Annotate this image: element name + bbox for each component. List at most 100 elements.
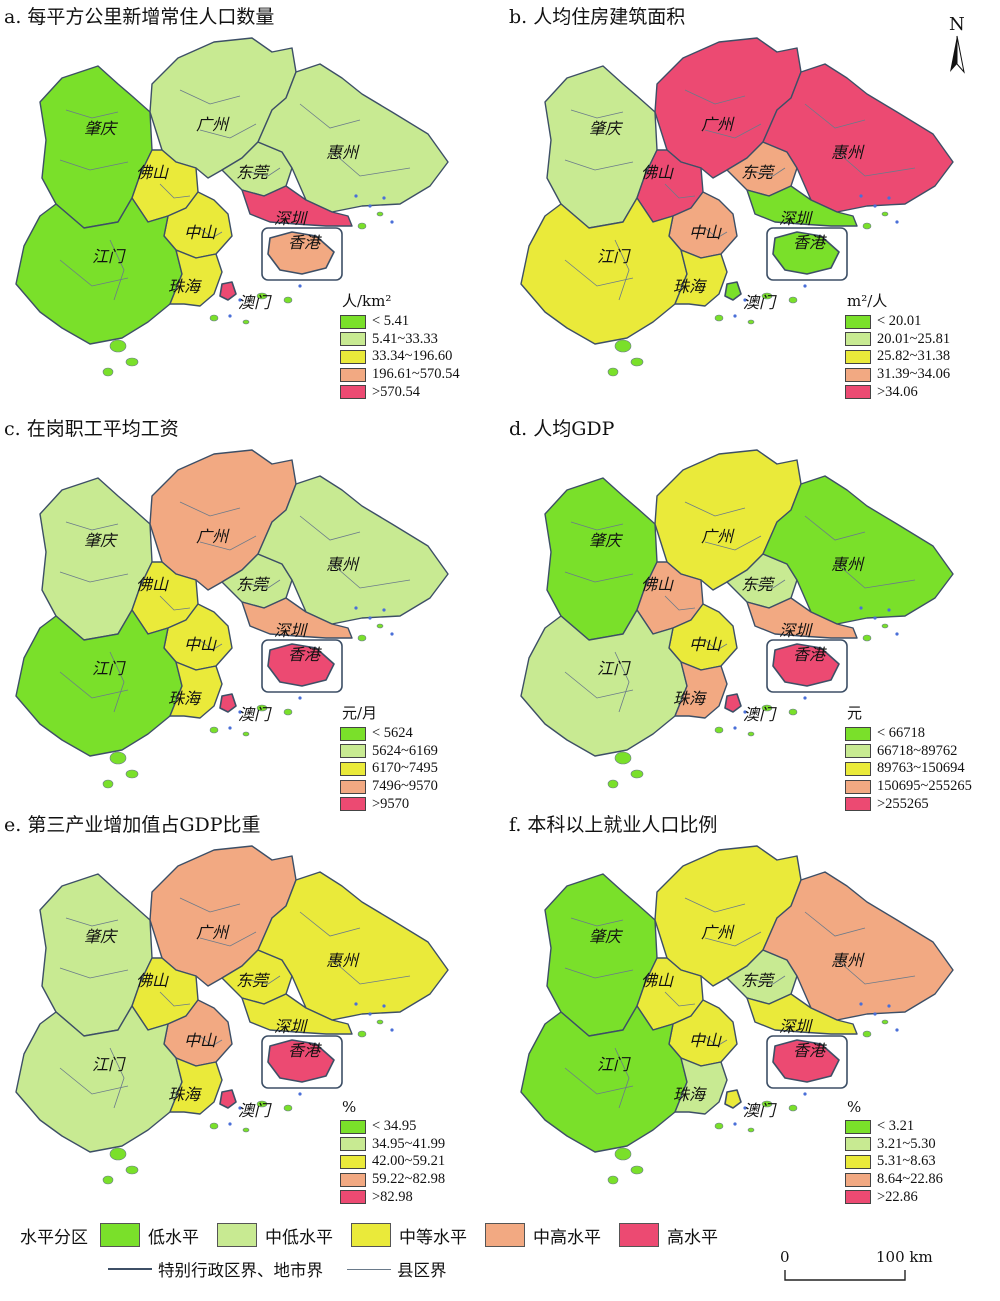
water-dot [354, 1002, 358, 1006]
bottom-legend: 水平分区 低水平 中低水平 中等水平 中高水平 高水平 特别行政区界、地市界 [20, 1220, 990, 1290]
county-line [65, 521, 119, 531]
legend-label: 5.41~33.33 [372, 330, 438, 347]
legend-swatch [340, 1154, 366, 1169]
water-dot [895, 632, 899, 636]
island [714, 1122, 724, 1130]
island [125, 769, 139, 779]
county-line [179, 897, 241, 913]
legend-row: 5.41~33.33 [340, 331, 460, 349]
county-line [59, 259, 129, 287]
legend-label: 34.95~41.99 [372, 1135, 446, 1152]
county-line [199, 227, 223, 239]
county-line [249, 975, 281, 985]
legend-swatch [340, 1172, 366, 1187]
island [881, 623, 889, 629]
county-line [684, 89, 746, 105]
water-dot [382, 1004, 386, 1008]
county-line [704, 639, 728, 651]
island [614, 751, 632, 765]
city-label: 肇庆 [84, 119, 119, 138]
county-line [804, 103, 866, 129]
water-dot [895, 220, 899, 224]
city-label: 中山 [184, 223, 217, 242]
major-boundary-label: 特别行政区界、地市界 [158, 1261, 323, 1280]
island [630, 769, 644, 779]
region-huizhou [257, 475, 449, 625]
island [209, 1122, 219, 1130]
legend-row: < 20.01 [845, 313, 950, 331]
legend-unit: 元 [847, 704, 863, 722]
water-dot [743, 710, 747, 714]
level-item-high: 高水平 [619, 1223, 718, 1248]
level-item-mid: 中等水平 [351, 1223, 467, 1248]
scale-end-label: 100 km [876, 1248, 933, 1266]
county-line [65, 917, 119, 927]
city-label: 惠州 [831, 143, 865, 162]
island [242, 1127, 250, 1133]
legend-label: >570.54 [372, 383, 421, 400]
county-line [754, 579, 786, 589]
map-panel-d: 肇庆 广州 佛山 东莞 惠州 深圳 中山 江门 香港 珠海 澳门 d. 人均GDP 元 < 66718 66… [505, 412, 995, 812]
legend-row: >570.54 [340, 383, 460, 401]
county-line [684, 897, 746, 913]
county-line [704, 227, 728, 239]
county-line [704, 931, 762, 947]
region-huizhou [762, 63, 954, 213]
county-line [249, 167, 281, 177]
county-line [59, 159, 129, 171]
city-label: 澳门 [743, 1101, 777, 1120]
legend-row: 89763~150694 [845, 760, 972, 778]
region-shenzhen [241, 597, 353, 639]
county-line [65, 109, 119, 119]
city-label: 中山 [689, 1031, 722, 1050]
city-label: 肇庆 [84, 927, 119, 946]
map-panel-b: 肇庆 广州 佛山 东莞 惠州 深圳 中山 江门 香港 珠海 澳门 b. 人均住房建筑面积 m²/人 < 2… [505, 0, 995, 400]
city-label: 东莞 [741, 163, 776, 182]
legend-label: 196.61~570.54 [372, 366, 460, 383]
water-dot [298, 1092, 302, 1096]
city-label: 中山 [689, 635, 722, 654]
county-line [664, 595, 696, 611]
region-zhuhai [674, 249, 728, 307]
county-line [199, 535, 257, 551]
city-label: 珠海 [168, 689, 202, 708]
region-jiangmen [520, 197, 688, 345]
city-label: 珠海 [673, 1085, 707, 1104]
legend-swatch [845, 744, 871, 759]
water-dot [354, 194, 358, 198]
county-boundary-legend: 县区界 [347, 1257, 447, 1281]
legend-label: 20.01~25.81 [877, 330, 951, 347]
legend-label: >22.86 [877, 1188, 918, 1205]
water-dot [390, 220, 394, 224]
island [242, 731, 250, 737]
county-line [570, 917, 624, 927]
water-dot [298, 284, 302, 288]
legend-unit: 人/km² [342, 292, 392, 310]
county-line [804, 911, 866, 937]
legend-swatch [845, 1172, 871, 1187]
county-line [109, 651, 125, 713]
county-line [564, 571, 634, 583]
panel-title: e. 第三产业增加值占GDP比重 [4, 814, 261, 836]
water-dot [368, 204, 372, 208]
island [747, 319, 755, 325]
legend-swatch [845, 1154, 871, 1169]
water-dot [228, 314, 232, 318]
island [862, 634, 872, 642]
legend-row: 3.21~5.30 [845, 1136, 943, 1154]
island [747, 731, 755, 737]
city-label: 深圳 [779, 1017, 813, 1036]
legend-swatch [845, 1190, 871, 1205]
legend-swatch [845, 797, 871, 812]
island [761, 704, 773, 712]
water-dot [743, 1106, 747, 1110]
legend-row: 25.82~31.38 [845, 348, 950, 366]
county-line [179, 89, 241, 105]
city-label: 佛山 [641, 971, 674, 990]
island [357, 1030, 367, 1038]
water-dot [390, 1028, 394, 1032]
legend-row: 5624~6169 [340, 743, 438, 761]
